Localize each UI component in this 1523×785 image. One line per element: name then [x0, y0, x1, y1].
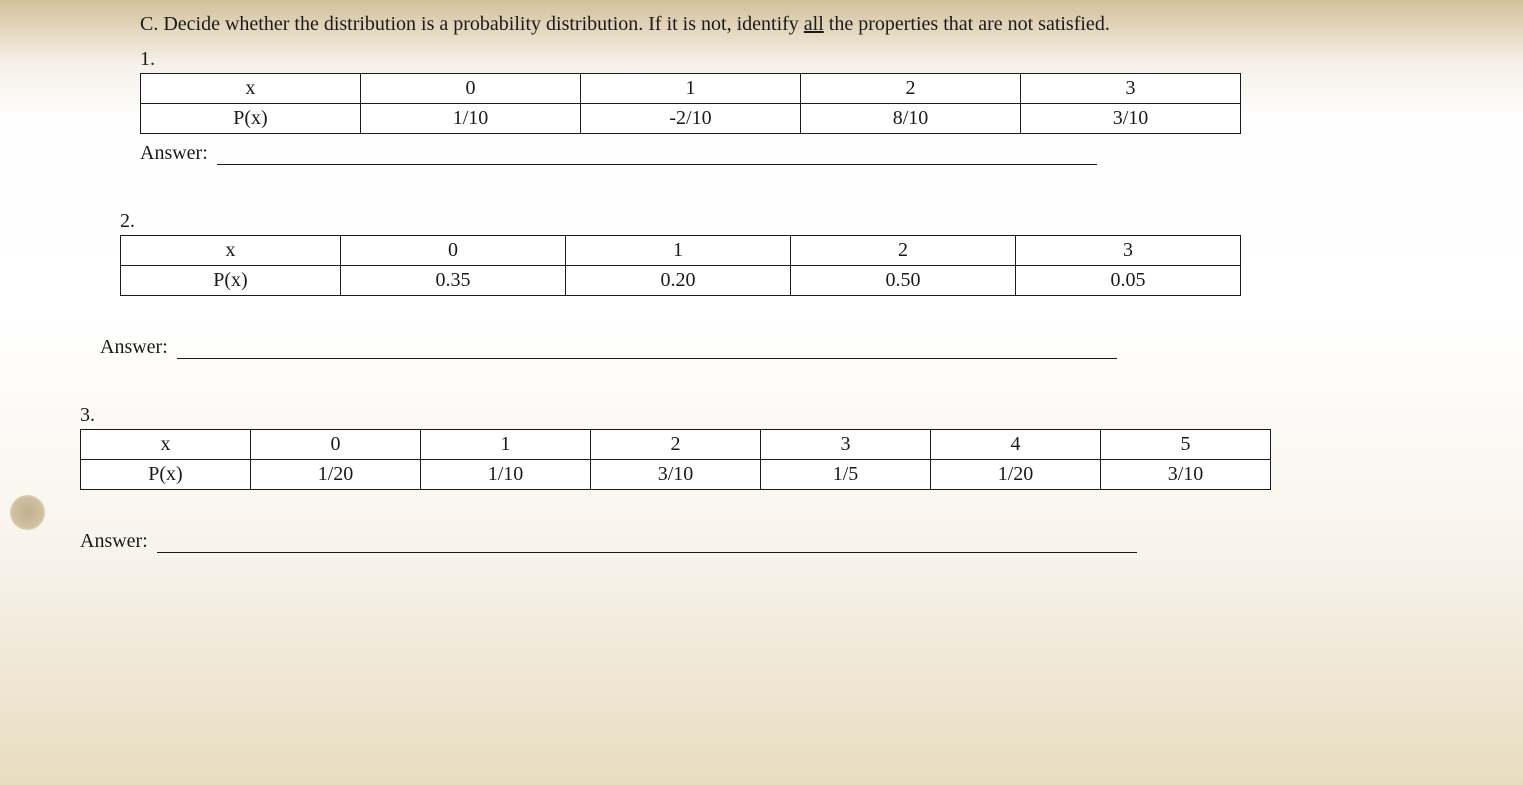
problem-3-answer: Answer:	[80, 530, 1403, 553]
row-label-x: x	[121, 236, 341, 266]
cell-p-5: 3/10	[1101, 460, 1271, 490]
table-row: x 0 1 2 3	[121, 236, 1241, 266]
row-label-px: P(x)	[141, 104, 361, 134]
cell-p-4: 1/20	[931, 460, 1101, 490]
table-row: P(x) 0.35 0.20 0.50 0.05	[121, 266, 1241, 296]
cell-p-1: -2/10	[581, 104, 801, 134]
cell-x-1: 1	[421, 430, 591, 460]
row-label-px: P(x)	[121, 266, 341, 296]
cell-x-5: 5	[1101, 430, 1271, 460]
cell-x-0: 0	[361, 74, 581, 104]
instructions-underlined: all	[804, 13, 824, 35]
row-label-x: x	[81, 430, 251, 460]
problem-1-number: 1.	[140, 48, 1403, 71]
cell-p-3: 0.05	[1016, 266, 1241, 296]
worksheet: C. Decide whether the distribution is a …	[40, 10, 1483, 553]
problem-3-number: 3.	[80, 404, 1403, 427]
cell-x-2: 2	[801, 74, 1021, 104]
cell-x-2: 2	[591, 430, 761, 460]
answer-blank	[217, 164, 1097, 165]
row-label-px: P(x)	[81, 460, 251, 490]
punch-hole	[10, 495, 45, 530]
cell-x-3: 3	[1016, 236, 1241, 266]
cell-x-0: 0	[251, 430, 421, 460]
problem-2-number: 2.	[120, 210, 1403, 233]
answer-blank	[177, 358, 1117, 359]
cell-x-3: 3	[761, 430, 931, 460]
cell-x-3: 3	[1021, 74, 1241, 104]
cell-p-2: 3/10	[591, 460, 761, 490]
table-row: x 0 1 2 3 4 5	[81, 430, 1271, 460]
answer-label: Answer:	[100, 336, 168, 358]
cell-x-4: 4	[931, 430, 1101, 460]
problem-1-table: x 0 1 2 3 P(x) 1/10 -2/10 8/10 3/10	[140, 73, 1241, 134]
cell-p-1: 0.20	[566, 266, 791, 296]
problem-2-answer: Answer:	[100, 336, 1403, 359]
instructions-text: C. Decide whether the distribution is a …	[140, 10, 1403, 38]
table-row: P(x) 1/10 -2/10 8/10 3/10	[141, 104, 1241, 134]
cell-x-1: 1	[566, 236, 791, 266]
problem-3-table: x 0 1 2 3 4 5 P(x) 1/20 1/10 3/10 1/5 1/…	[80, 429, 1271, 490]
table-row: x 0 1 2 3	[141, 74, 1241, 104]
answer-blank	[157, 552, 1137, 553]
cell-p-2: 8/10	[801, 104, 1021, 134]
cell-p-3: 3/10	[1021, 104, 1241, 134]
cell-p-0: 0.35	[341, 266, 566, 296]
cell-p-2: 0.50	[791, 266, 1016, 296]
problem-1: 1. x 0 1 2 3 P(x) 1/10 -2/10 8/10 3/10 A…	[60, 48, 1403, 165]
cell-x-0: 0	[341, 236, 566, 266]
table-row: P(x) 1/20 1/10 3/10 1/5 1/20 3/10	[81, 460, 1271, 490]
cell-p-3: 1/5	[761, 460, 931, 490]
instructions-prefix: C. Decide whether the distribution is a …	[140, 13, 804, 35]
problem-2: 2. x 0 1 2 3 P(x) 0.35 0.20 0.50 0.05 An…	[60, 210, 1403, 359]
cell-x-1: 1	[581, 74, 801, 104]
answer-label: Answer:	[80, 530, 148, 552]
cell-p-0: 1/10	[361, 104, 581, 134]
row-label-x: x	[141, 74, 361, 104]
cell-p-0: 1/20	[251, 460, 421, 490]
instructions-suffix: the properties that are not satisfied.	[824, 13, 1110, 35]
problem-3: 3. x 0 1 2 3 4 5 P(x) 1/20 1/10 3/10 1/5…	[60, 404, 1403, 553]
problem-1-answer: Answer:	[140, 142, 1403, 165]
cell-p-1: 1/10	[421, 460, 591, 490]
answer-label: Answer:	[140, 142, 208, 164]
cell-x-2: 2	[791, 236, 1016, 266]
problem-2-table: x 0 1 2 3 P(x) 0.35 0.20 0.50 0.05	[120, 235, 1241, 296]
